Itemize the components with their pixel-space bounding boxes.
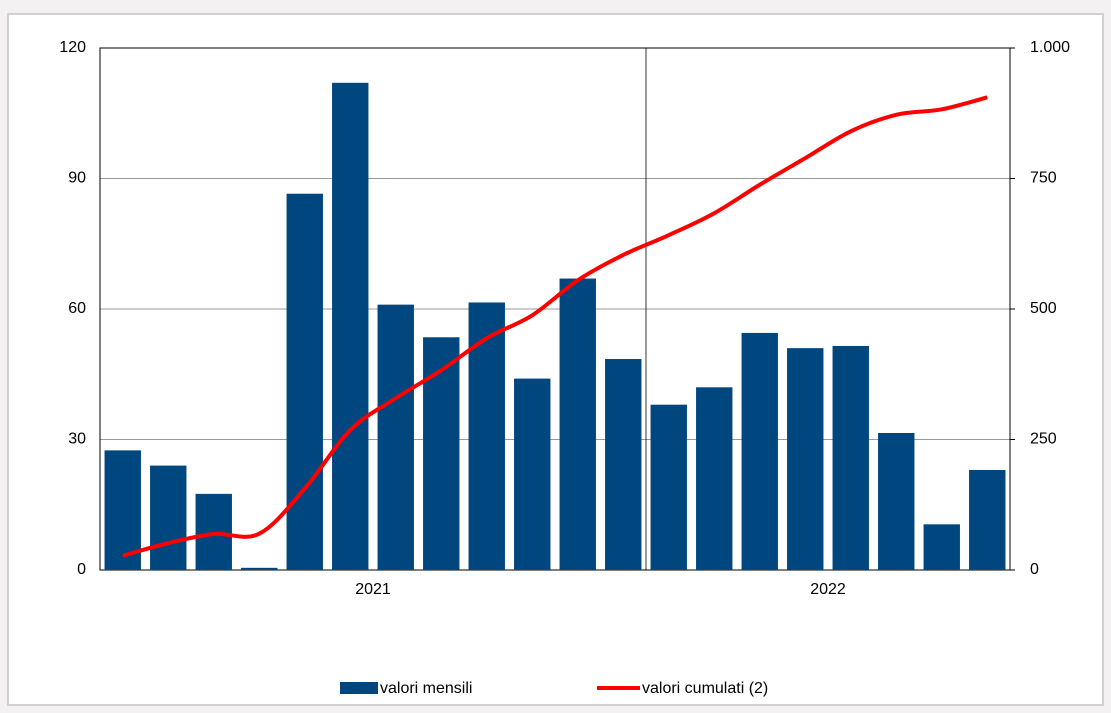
y-tick-label: 90 [68, 170, 86, 187]
y2-tick-label: 1.000 [1030, 39, 1070, 56]
bar [923, 524, 960, 570]
legend-label: valori mensili [380, 680, 472, 697]
y-tick-label: 0 [77, 561, 86, 578]
bar [241, 567, 278, 570]
line [122, 95, 988, 558]
bar [514, 378, 551, 570]
bar [787, 348, 824, 570]
y-tick-label: 60 [68, 300, 86, 317]
bar [650, 404, 687, 570]
y-tick-label: 120 [59, 39, 86, 56]
bar [741, 332, 778, 570]
bar [286, 193, 323, 570]
x-group-label: 2021 [355, 581, 391, 598]
bar [605, 359, 642, 570]
y2-tick-label: 750 [1030, 170, 1057, 187]
chart-frame [7, 13, 1104, 706]
y2-tick-label: 250 [1030, 431, 1057, 448]
y2-tick-label: 0 [1030, 561, 1039, 578]
legend-label: valori cumulati (2) [642, 680, 768, 697]
y2-tick-label: 500 [1030, 300, 1057, 317]
legend-swatch [340, 682, 378, 694]
bar [332, 82, 369, 571]
y-tick-label: 30 [68, 431, 86, 448]
bar [696, 387, 733, 570]
bar [559, 278, 596, 570]
bar [195, 493, 232, 570]
bar [832, 345, 869, 570]
bar [969, 469, 1006, 570]
bar [468, 302, 505, 570]
bar [377, 304, 414, 570]
bar [104, 450, 141, 570]
plot-frame [99, 47, 1011, 571]
bar [878, 432, 915, 570]
bar [150, 465, 187, 570]
x-group-label: 2022 [810, 581, 846, 598]
